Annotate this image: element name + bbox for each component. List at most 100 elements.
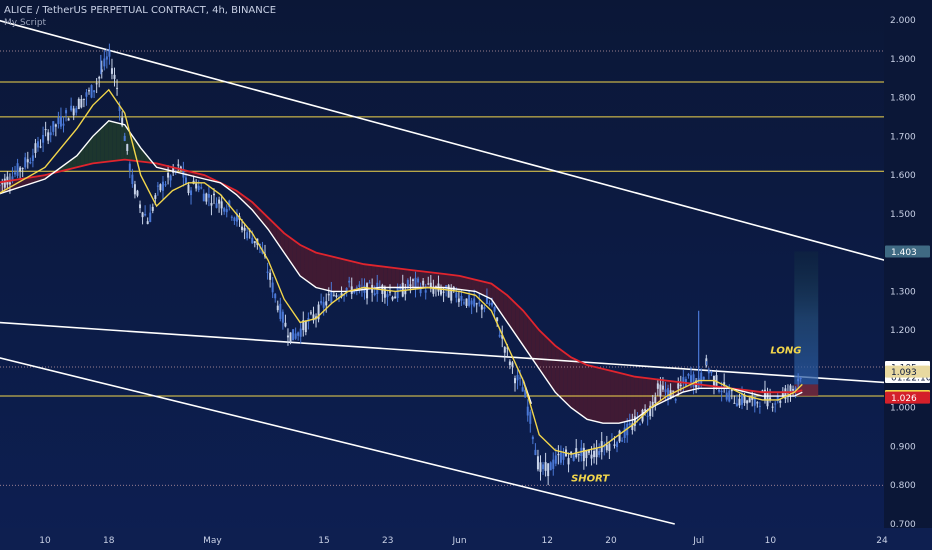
ribbon-segment xyxy=(144,152,149,163)
candle-body xyxy=(587,450,590,453)
candle-body xyxy=(39,146,42,148)
candle-body xyxy=(534,449,537,455)
ribbon-segment xyxy=(583,363,588,420)
ribbon-segment xyxy=(280,229,285,253)
candle-body xyxy=(746,400,749,404)
ribbon-segment xyxy=(80,146,85,167)
ribbon-segment xyxy=(499,289,504,317)
long-target-zone[interactable] xyxy=(794,251,819,385)
candle-body xyxy=(80,99,83,108)
price-tick-label: 1.200 xyxy=(890,326,916,336)
candle-body xyxy=(781,393,784,396)
candle-body xyxy=(330,291,333,304)
annotation-long: LONG xyxy=(770,345,801,356)
candle-body xyxy=(429,282,432,289)
candle-body xyxy=(88,90,91,92)
time-axis[interactable]: 10 18 May 15 23 Jun 12 20 Jul 10 24 xyxy=(0,528,932,550)
candle-body xyxy=(761,390,764,392)
long-position-box[interactable] xyxy=(794,251,819,397)
ribbon-segment xyxy=(638,377,643,417)
candle-body xyxy=(503,347,506,353)
candle-body xyxy=(442,291,445,293)
ribbon-segment xyxy=(591,366,596,422)
ribbon-segment xyxy=(535,325,540,369)
price-axis[interactable]: 0.7000.8000.9001.0001.1001.2001.3001.400… xyxy=(884,0,932,530)
candle-body xyxy=(169,175,172,181)
candle-body xyxy=(34,143,37,153)
candle-body xyxy=(100,69,103,72)
candle-body xyxy=(57,117,60,124)
candle-body xyxy=(340,293,343,297)
candle-body xyxy=(82,98,85,100)
candle-body xyxy=(771,406,774,408)
candle-body xyxy=(656,383,659,389)
ribbon-segment xyxy=(343,259,348,292)
candle-body xyxy=(702,376,705,380)
ribbon-segment xyxy=(383,266,388,288)
candle-body xyxy=(621,440,624,442)
ribbon-segment xyxy=(371,265,376,289)
candle-body xyxy=(521,387,524,392)
ribbon-segment xyxy=(351,261,356,291)
candle-body xyxy=(177,164,180,166)
candle-body xyxy=(526,406,529,416)
candle-body xyxy=(49,132,52,136)
candle-body xyxy=(235,213,238,222)
trend-lines xyxy=(0,19,915,525)
candle-body xyxy=(531,436,534,440)
ribbon-segment xyxy=(503,292,508,323)
candle-body xyxy=(506,347,509,349)
candle-body xyxy=(557,454,560,456)
ribbon-segment xyxy=(555,345,560,397)
time-tick-label: 10 xyxy=(39,536,51,546)
ribbon-segment xyxy=(335,257,340,292)
candle-body xyxy=(190,190,193,196)
candle-body xyxy=(735,403,738,407)
candle-body xyxy=(644,409,647,411)
ribbon-segment xyxy=(495,286,500,311)
ribbon-segment xyxy=(395,268,400,288)
candle-body xyxy=(202,193,205,202)
candle-body xyxy=(409,284,412,286)
candle-body xyxy=(315,316,318,319)
candle-body xyxy=(47,132,50,141)
ribbon-segment xyxy=(284,233,289,259)
candle-body xyxy=(524,390,527,398)
price-tick-label: 0.900 xyxy=(890,442,916,452)
candle-body xyxy=(417,278,420,283)
candle-body xyxy=(389,291,392,293)
candle-body xyxy=(139,204,142,209)
candle-body xyxy=(649,405,652,417)
long-stop-zone[interactable] xyxy=(794,384,819,397)
candle-body xyxy=(623,427,626,438)
candle-body xyxy=(608,443,611,451)
candle-body xyxy=(0,184,1,186)
candle-body xyxy=(218,199,221,204)
ribbon-segment xyxy=(551,341,556,393)
chart-title: ALICE / TetherUS PERPETUAL CONTRACT, 4h,… xyxy=(4,5,277,16)
candle-body xyxy=(483,307,486,310)
candle-body xyxy=(766,391,769,407)
candle-body xyxy=(618,430,621,442)
ribbon-segment xyxy=(515,303,520,340)
candle-body xyxy=(424,290,427,293)
candle-body xyxy=(394,296,397,299)
candle-body xyxy=(215,203,218,208)
indicator-label[interactable]: My Script xyxy=(4,18,47,28)
candle-body xyxy=(554,455,557,464)
candle-body xyxy=(243,227,246,231)
candle-body xyxy=(207,193,210,198)
ribbon-segment xyxy=(84,141,89,166)
ema-slow-line xyxy=(0,158,803,394)
candle-body xyxy=(233,217,236,221)
ribbon-segment xyxy=(403,269,408,288)
candle-body xyxy=(646,415,649,417)
candle-body xyxy=(279,303,282,319)
candle-body xyxy=(108,49,111,57)
candle-body xyxy=(62,123,65,126)
price-tick-label: 2.000 xyxy=(890,16,916,26)
ribbon-segment xyxy=(316,252,321,289)
